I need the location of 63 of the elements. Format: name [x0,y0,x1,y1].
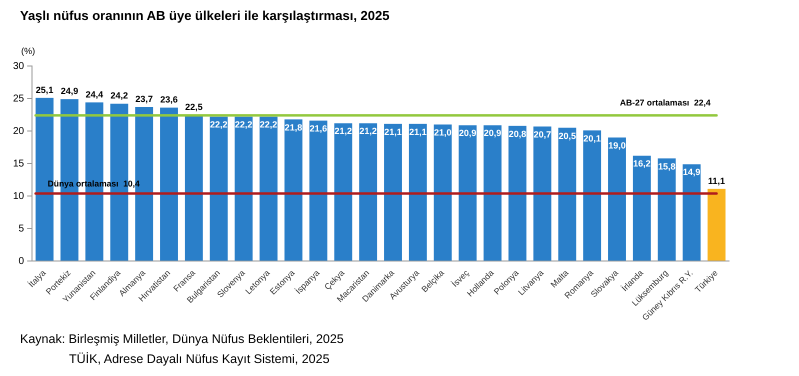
data-label: 21,1 [384,126,402,137]
data-label: 24,4 [86,89,104,100]
bar [234,116,253,261]
bar [184,114,203,261]
data-label: 20,7 [534,129,552,140]
bar [508,126,526,261]
bar [558,128,576,261]
bar [434,124,452,261]
bar [384,124,402,261]
data-label: 20,8 [508,128,526,139]
bar [682,164,701,261]
y-tick-label: 20 [13,126,25,137]
y-tick-label: 10 [13,190,25,202]
data-label: 15,8 [658,161,676,172]
bar [210,116,228,261]
bar [359,123,378,261]
data-label: 24,2 [110,90,128,101]
bar [708,188,726,261]
data-label: 21,6 [310,124,328,134]
data-label: 21,2 [334,126,352,136]
data-label: 20,9 [458,128,476,138]
data-label: 20,1 [583,133,601,144]
text: TÜİK, Adrese Dayalı Nüfus Kayıt Sistemi, 2025 [68,351,331,368]
bar [160,108,178,261]
data-label: 11,1 [708,176,726,186]
text: Kaynak: Birleşmiş Milletler, Dünya Nüfus Beklentileri, 2025 [20,331,344,348]
y-axis-title: (%) [21,46,36,56]
bar [632,156,651,261]
bar [284,119,302,261]
y-tick-label: 0 [18,256,25,267]
data-label: 22,2 [210,120,228,130]
data-label: 23,7 [135,94,153,104]
bar [309,120,328,261]
y-tick-label: 5 [18,223,25,234]
data-label: 20,9 [484,128,502,138]
y-tick-label: 15 [13,158,25,170]
bar [658,158,676,261]
data-label: 25,1 [36,84,54,95]
data-label: 21,8 [284,122,302,132]
data-label: 16,2 [633,158,651,169]
data-label: 14,9 [682,167,700,178]
bar [334,123,352,261]
bar [608,138,626,261]
data-label: 22,2 [234,120,252,130]
data-label: 21,0 [434,128,452,138]
data-label: 19,0 [608,140,626,151]
chart-title: Yaşlı nüfus oranının AB üye ülkeleri ile karşılaştırması, 2025 [20,8,390,23]
bar [458,125,477,261]
bar [408,124,427,261]
y-tick-label: 25 [13,93,25,104]
data-label: 23,6 [160,94,178,105]
bar [583,130,602,261]
data-label: 20,5 [558,130,576,141]
y-tick-label: 30 [13,60,25,72]
bar [260,116,278,261]
data-label: 24,9 [60,86,78,96]
data-label: 21,1 [409,126,427,137]
bar [533,126,552,261]
data-label: 22,5 [185,102,203,112]
data-label: 21,2 [359,126,377,136]
bar [484,125,502,261]
data-label: 22,2 [260,120,278,130]
ref-line-label: AB-27 ortalaması 22,4 [620,98,711,108]
